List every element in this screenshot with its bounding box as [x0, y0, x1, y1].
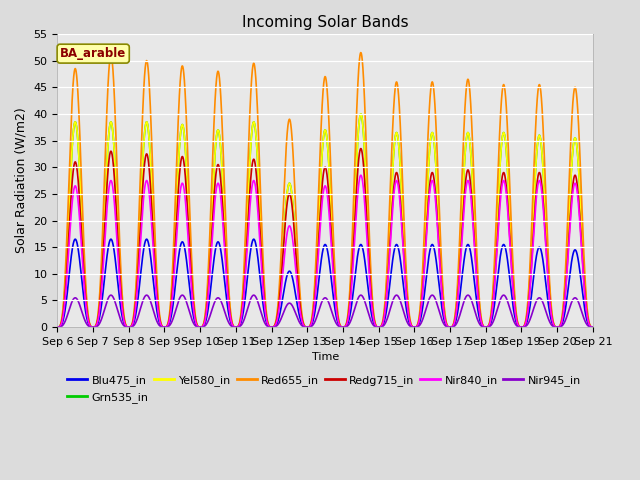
Nir945_in: [475, 320, 483, 326]
Grn535_in: [54, 324, 61, 330]
Grn535_in: [475, 298, 483, 304]
Blu475_in: [587, 324, 595, 330]
Blu475_in: [475, 313, 483, 319]
Red655_in: [163, 324, 170, 330]
Nir840_in: [475, 305, 483, 311]
Red655_in: [475, 291, 483, 297]
Nir840_in: [399, 243, 407, 249]
Line: Redg715_in: Redg715_in: [58, 148, 593, 327]
Redg715_in: [54, 324, 61, 330]
Nir945_in: [254, 299, 262, 305]
Line: Red655_in: Red655_in: [58, 53, 593, 327]
Redg715_in: [589, 324, 596, 330]
Legend: Blu475_in, Grn535_in, Yel580_in, Red655_in, Redg715_in, Nir840_in, Nir945_in: Blu475_in, Grn535_in, Yel580_in, Red655_…: [63, 371, 586, 407]
Red655_in: [54, 324, 61, 330]
Red655_in: [399, 188, 407, 194]
Nir840_in: [254, 208, 262, 214]
Blu475_in: [71, 236, 79, 242]
Nir840_in: [54, 324, 61, 330]
Yel580_in: [357, 111, 365, 117]
Nir945_in: [587, 324, 595, 330]
Yel580_in: [587, 324, 595, 330]
Blu475_in: [168, 309, 176, 314]
Redg715_in: [357, 145, 365, 151]
Redg715_in: [587, 324, 595, 330]
Blu475_in: [54, 324, 61, 330]
Red655_in: [587, 324, 595, 330]
Title: Incoming Solar Bands: Incoming Solar Bands: [242, 15, 408, 30]
Nir840_in: [163, 324, 170, 330]
Nir840_in: [357, 172, 365, 178]
Grn535_in: [163, 324, 170, 330]
Nir945_in: [54, 324, 61, 330]
Nir945_in: [399, 307, 407, 312]
Yel580_in: [589, 324, 596, 330]
Text: BA_arable: BA_arable: [60, 47, 126, 60]
Redg715_in: [168, 294, 176, 300]
Red655_in: [357, 50, 365, 56]
Grn535_in: [399, 216, 407, 222]
Nir945_in: [589, 324, 596, 330]
Yel580_in: [163, 324, 170, 330]
Line: Blu475_in: Blu475_in: [58, 239, 593, 327]
Blu475_in: [254, 255, 262, 261]
Grn535_in: [587, 324, 595, 330]
Nir945_in: [107, 292, 115, 298]
Red655_in: [254, 116, 262, 121]
Red655_in: [589, 324, 596, 330]
Blu475_in: [589, 324, 596, 330]
Grn535_in: [589, 324, 596, 330]
Line: Yel580_in: Yel580_in: [58, 114, 593, 327]
Nir945_in: [163, 324, 170, 330]
Line: Nir945_in: Nir945_in: [58, 295, 593, 327]
Blu475_in: [163, 324, 170, 330]
Yel580_in: [475, 298, 483, 304]
Red655_in: [168, 278, 176, 284]
Yel580_in: [168, 288, 176, 294]
Yel580_in: [254, 162, 262, 168]
Redg715_in: [163, 324, 170, 330]
Blu475_in: [399, 278, 407, 284]
Grn535_in: [254, 162, 262, 168]
Line: Nir840_in: Nir840_in: [58, 175, 593, 327]
Yel580_in: [54, 324, 61, 330]
Nir840_in: [587, 324, 595, 330]
Nir840_in: [168, 299, 176, 305]
Yel580_in: [399, 216, 407, 222]
Y-axis label: Solar Radiation (W/m2): Solar Radiation (W/m2): [15, 108, 28, 253]
Grn535_in: [357, 111, 365, 117]
Nir945_in: [168, 318, 176, 324]
Redg715_in: [475, 303, 483, 309]
X-axis label: Time: Time: [312, 352, 339, 362]
Line: Grn535_in: Grn535_in: [58, 114, 593, 327]
Redg715_in: [399, 239, 407, 244]
Nir840_in: [589, 324, 596, 330]
Redg715_in: [254, 192, 262, 197]
Grn535_in: [168, 288, 176, 294]
